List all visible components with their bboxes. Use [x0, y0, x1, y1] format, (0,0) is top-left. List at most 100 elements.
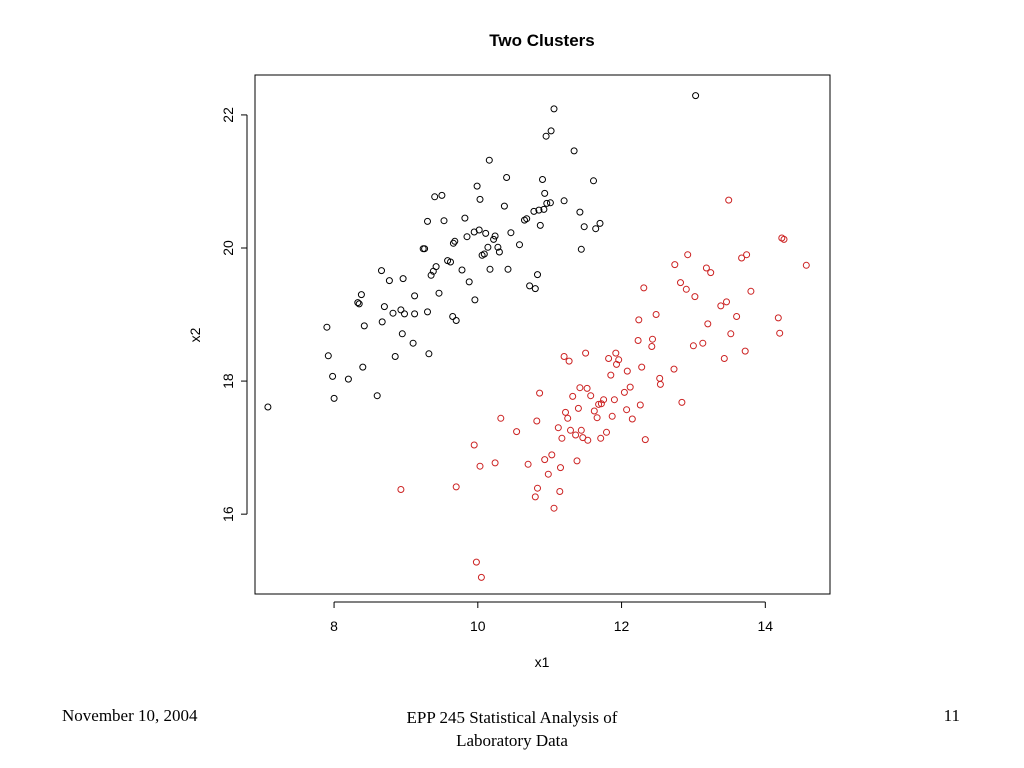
data-point: [671, 261, 679, 269]
data-point: [626, 383, 634, 391]
data-point: [355, 300, 363, 308]
data-point: [733, 313, 741, 320]
data-point: [593, 414, 601, 422]
data-point: [534, 271, 541, 279]
data-point: [530, 207, 538, 215]
data-point: [329, 372, 337, 380]
x-tick-label: 10: [470, 618, 486, 634]
data-point: [574, 404, 582, 412]
x-tick-label: 8: [330, 618, 338, 634]
data-point: [597, 400, 605, 408]
scatter-chart: Two Clusters 8 10 12 14 16 18 20 22 x1 x2: [187, 31, 831, 670]
y-tick-label: 18: [220, 373, 236, 389]
data-point: [600, 396, 608, 404]
data-point: [607, 371, 615, 379]
data-point: [470, 441, 478, 449]
data-point: [475, 226, 483, 234]
data-point: [536, 389, 544, 397]
data-point: [720, 355, 728, 362]
data-point: [421, 245, 429, 253]
data-point: [615, 356, 623, 364]
data-point: [523, 215, 531, 223]
data-point: [391, 353, 399, 360]
data-point: [411, 292, 419, 300]
data-point: [717, 302, 725, 310]
data-point: [592, 225, 600, 233]
data-point: [557, 464, 564, 472]
data-point: [738, 254, 746, 262]
data-point: [447, 258, 454, 266]
x-tick-label: 12: [614, 618, 630, 634]
data-point: [547, 127, 555, 135]
x-tick-label: 14: [758, 618, 774, 634]
data-point: [497, 414, 505, 422]
footer-course-line-1: EPP 245 Statistical Analysis of: [406, 708, 618, 727]
data-point: [449, 313, 457, 320]
data-point: [544, 470, 552, 478]
data-point: [539, 176, 546, 183]
data-point: [380, 303, 388, 311]
data-point: [531, 493, 539, 501]
data-point: [500, 202, 508, 210]
data-point: [623, 367, 631, 375]
data-point: [573, 457, 581, 465]
data-point: [774, 314, 782, 322]
data-point: [535, 206, 543, 214]
data-points: [264, 92, 810, 581]
data-point: [507, 229, 515, 237]
data-point: [534, 484, 541, 492]
data-point: [542, 132, 550, 140]
data-point: [682, 285, 690, 293]
data-point: [495, 248, 503, 256]
y-axis-label: x2: [187, 327, 203, 342]
data-point: [612, 349, 620, 357]
data-point: [373, 392, 381, 400]
data-point: [526, 282, 534, 290]
data-point: [692, 92, 700, 100]
data-point: [580, 223, 588, 231]
data-point: [264, 403, 272, 411]
data-point: [461, 214, 469, 222]
data-point: [476, 462, 484, 470]
data-point: [385, 277, 393, 285]
data-point: [590, 177, 597, 185]
data-point: [677, 279, 684, 287]
data-point: [562, 408, 569, 416]
data-point: [411, 310, 419, 318]
data-point: [480, 250, 488, 258]
data-point: [427, 271, 435, 279]
data-point: [463, 233, 471, 241]
data-point: [503, 174, 511, 181]
data-point: [636, 401, 644, 409]
data-point: [438, 191, 446, 199]
data-point: [565, 357, 573, 365]
data-point: [628, 415, 636, 423]
data-point: [378, 318, 386, 326]
data-point: [435, 289, 443, 297]
data-point: [486, 265, 494, 273]
data-point: [516, 241, 523, 249]
data-point: [541, 189, 549, 197]
data-point: [344, 375, 352, 383]
data-point: [424, 308, 431, 316]
data-point: [550, 105, 558, 113]
footer-course-line-2: Laboratory Data: [456, 731, 568, 750]
data-point: [399, 275, 407, 283]
data-point: [550, 504, 558, 512]
data-point: [560, 197, 568, 205]
data-point: [513, 428, 521, 436]
cluster-1-points: [264, 92, 700, 411]
data-point: [540, 205, 548, 213]
y-tick-label: 22: [220, 107, 236, 123]
data-point: [678, 398, 686, 406]
data-point: [780, 235, 788, 243]
data-point: [533, 417, 541, 425]
data-point: [378, 267, 385, 275]
data-point: [747, 287, 755, 295]
data-point: [558, 434, 566, 442]
data-point: [401, 310, 408, 318]
data-point: [556, 488, 564, 495]
data-point: [608, 412, 616, 420]
data-point: [623, 406, 631, 414]
plot-frame: [254, 74, 831, 595]
